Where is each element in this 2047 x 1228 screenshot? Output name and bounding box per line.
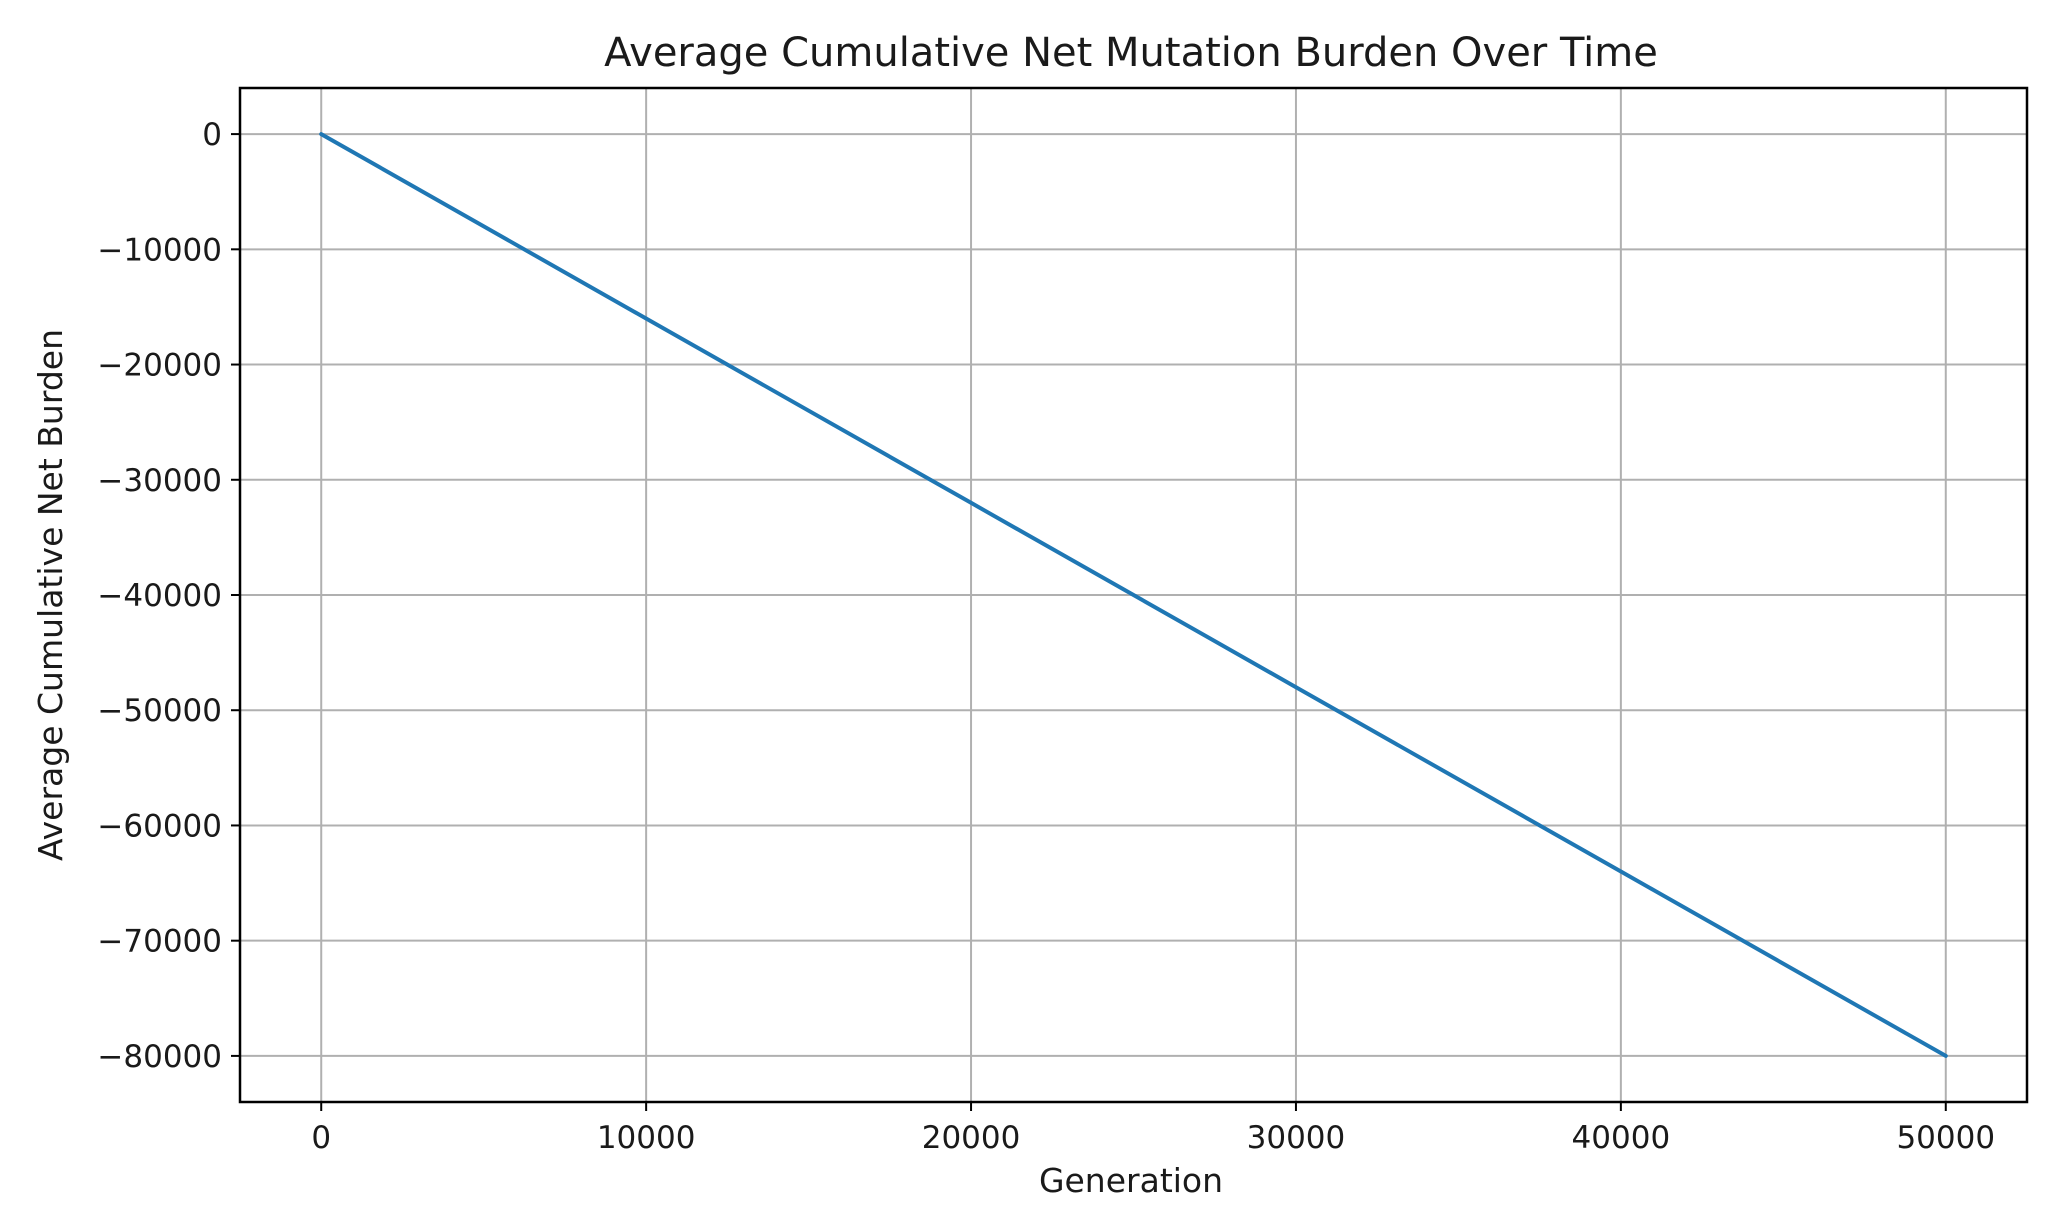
- series-line-0: [319, 132, 1948, 1058]
- series-layer: [319, 132, 1948, 1058]
- y-tick-label: −50000: [97, 693, 222, 729]
- x-axis-label: Generation: [1039, 1161, 1223, 1200]
- y-tick-label: −80000: [97, 1039, 222, 1075]
- x-tick-label: 20000: [922, 1120, 1021, 1156]
- x-tick-label: 30000: [1247, 1120, 1346, 1156]
- y-tick-label: −10000: [97, 232, 222, 268]
- x-tick-label: 50000: [1896, 1120, 1995, 1156]
- y-tick-label: −20000: [97, 348, 222, 384]
- chart-title: Average Cumulative Net Mutation Burden O…: [604, 30, 1658, 76]
- y-axis-label: Average Cumulative Net Burden: [31, 329, 70, 861]
- ticks: 0 10000 20000 30000 40000 50000 0 −10000 −20000 −…: [97, 117, 1995, 1156]
- y-tick-label: −30000: [97, 463, 222, 499]
- grid: [240, 88, 2027, 1102]
- x-tick-label: 0: [311, 1120, 331, 1156]
- y-tick-label: 0: [202, 117, 222, 153]
- x-tick-label: 10000: [597, 1120, 696, 1156]
- y-tick-label: −70000: [97, 924, 222, 960]
- x-tick-label: 40000: [1572, 1120, 1671, 1156]
- y-tick-label: −40000: [97, 578, 222, 614]
- y-tick-label: −60000: [97, 808, 222, 844]
